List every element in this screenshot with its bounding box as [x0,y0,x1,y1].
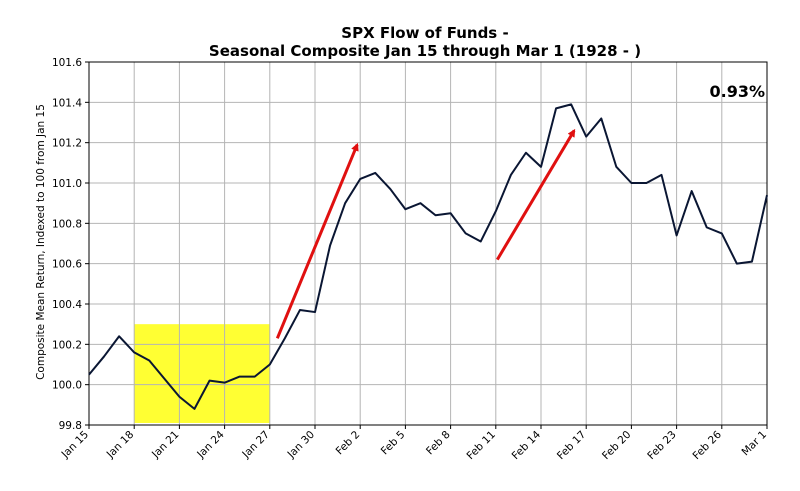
y-tick-label: 99.8 [59,420,82,432]
y-axis-label: Composite Mean Return, Indexed to 100 fr… [35,104,47,380]
x-tick-label: Feb 11 [464,429,497,462]
x-tick-label: Feb 8 [424,429,453,458]
x-tick-label: Feb 14 [510,428,544,462]
x-tick-label: Jan 21 [149,429,181,461]
x-tick-label: Jan 24 [194,428,227,461]
highlight-region [134,324,270,423]
x-tick-label: Feb 5 [379,429,408,458]
return-annotation: 0.93% [709,82,765,101]
x-tick-label: Feb 17 [555,429,588,462]
x-tick-label: Feb 23 [645,429,678,462]
y-tick-label: 100.2 [52,339,82,351]
y-tick-label: 101.4 [52,97,82,109]
y-tick-label: 100.4 [52,299,82,311]
chart-title-line2: Seasonal Composite Jan 15 through Mar 1 … [209,42,641,60]
y-tick-label: 100.6 [52,259,82,271]
x-tick-label: Mar 1 [740,429,770,459]
x-tick-label: Feb 26 [690,428,724,462]
x-tick-label: Jan 15 [59,429,91,461]
x-tick-label: Feb 20 [600,429,633,462]
chart-title-line1: SPX Flow of Funds - [341,24,508,42]
plot-area: 99.8 100.0 100.2 100.4 100.6 100.8 101.0 101.2 1… [52,57,769,462]
x-tick-label: Jan 27 [239,429,271,461]
y-tick-label: 101.6 [52,57,82,69]
x-tick-label: Feb 2 [334,429,363,458]
y-tick-label: 100.0 [52,380,82,392]
trend-arrow [277,145,357,339]
y-tick-label: 101.2 [52,138,82,150]
y-tick-label: 100.8 [52,218,82,230]
x-tick-label: Jan 30 [285,429,317,461]
trend-arrow [497,131,574,260]
y-tick-label: 101.0 [52,178,82,190]
x-tick-label: Jan 18 [104,429,136,461]
